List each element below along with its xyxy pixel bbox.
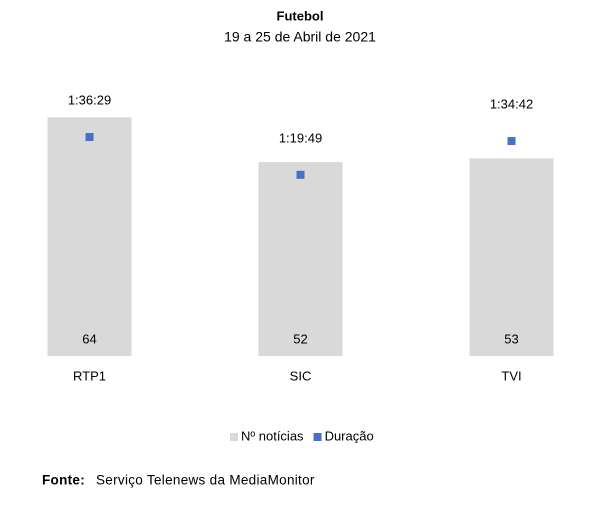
bar bbox=[47, 117, 132, 356]
bar bbox=[469, 158, 554, 356]
duration-label: 1:36:29 bbox=[68, 92, 111, 107]
duration-marker bbox=[507, 137, 516, 146]
bar bbox=[258, 162, 343, 356]
legend-label: Nº notícias bbox=[241, 428, 304, 443]
legend-label: Duração bbox=[325, 428, 374, 443]
chart-title: Futebol bbox=[277, 8, 324, 23]
legend-swatch bbox=[230, 433, 238, 441]
source-text: Serviço Telenews da MediaMonitor bbox=[96, 473, 315, 488]
bar-value-label: 53 bbox=[504, 331, 518, 346]
bar-value-label: 52 bbox=[293, 331, 307, 346]
x-tick-label: RTP1 bbox=[73, 368, 106, 383]
source-label: Fonte: bbox=[42, 473, 85, 488]
duration-label: 1:19:49 bbox=[279, 130, 322, 145]
x-tick-label: TVI bbox=[501, 368, 521, 383]
duration-marker bbox=[85, 133, 94, 142]
x-tick-label: SIC bbox=[290, 368, 312, 383]
chart-subtitle: 19 a 25 de Abril de 2021 bbox=[224, 29, 376, 45]
duration-label: 1:34:42 bbox=[490, 97, 533, 112]
legend-swatch bbox=[313, 433, 322, 441]
duration-marker bbox=[296, 170, 305, 179]
bar-value-label: 64 bbox=[82, 331, 96, 346]
